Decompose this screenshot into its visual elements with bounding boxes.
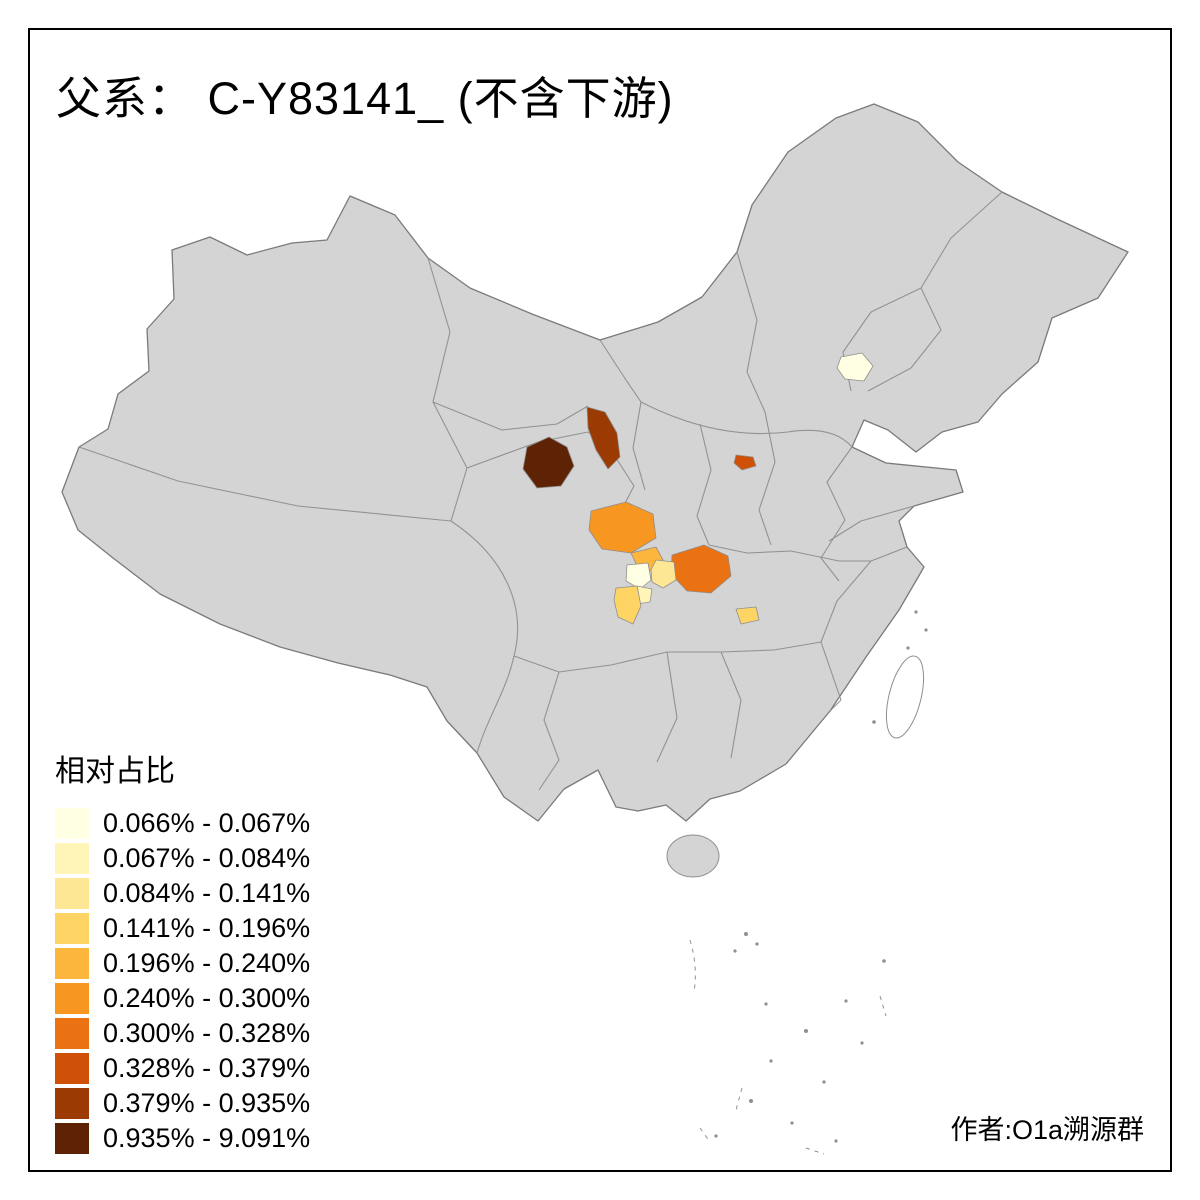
province-boundaries bbox=[78, 191, 1003, 791]
legend-range-label: 0.935% - 9.091% bbox=[103, 1123, 311, 1153]
legend-range-label: 0.196% - 0.240% bbox=[103, 948, 311, 978]
mainland-group bbox=[61, 103, 1129, 822]
legend-swatch bbox=[55, 843, 89, 874]
legend-range-label: 0.300% - 0.328% bbox=[103, 1018, 311, 1048]
legend-range-label: 0.379% - 0.935% bbox=[103, 1088, 311, 1118]
attribution-text: 作者:O1a溯源群 bbox=[950, 1115, 1144, 1145]
legend-item: 0.066% - 0.067% bbox=[55, 806, 310, 841]
legend-range-label: 0.141% - 0.196% bbox=[103, 913, 311, 943]
legend-range-label: 0.066% - 0.067% bbox=[103, 808, 311, 838]
legend-title: 相对占比 bbox=[55, 755, 175, 788]
legend-swatch bbox=[55, 1018, 89, 1049]
choropleth-region bbox=[588, 501, 657, 554]
taiwan-island bbox=[885, 655, 925, 739]
legend-range-label: 0.240% - 0.300% bbox=[103, 983, 311, 1013]
sea-dashes bbox=[689, 939, 887, 1155]
sea-islets bbox=[714, 610, 928, 1143]
legend-item: 0.141% - 0.196% bbox=[55, 911, 310, 946]
china-outline bbox=[61, 103, 1129, 822]
choropleth-region bbox=[613, 585, 642, 625]
legend-swatch bbox=[55, 1053, 89, 1084]
legend-item: 0.196% - 0.240% bbox=[55, 946, 310, 981]
legend-item: 0.328% - 0.379% bbox=[55, 1051, 310, 1086]
legend-item: 0.084% - 0.141% bbox=[55, 876, 310, 911]
choropleth-region bbox=[586, 406, 621, 470]
legend-item: 0.935% - 9.091% bbox=[55, 1121, 310, 1156]
legend-range-label: 0.328% - 0.379% bbox=[103, 1053, 311, 1083]
legend-item: 0.300% - 0.328% bbox=[55, 1016, 310, 1051]
islands-group bbox=[666, 655, 925, 878]
choropleth-regions bbox=[522, 352, 874, 625]
choropleth-region bbox=[625, 562, 652, 590]
legend-swatch bbox=[55, 1088, 89, 1119]
choropleth-region bbox=[735, 606, 760, 625]
choropleth-region bbox=[522, 436, 575, 489]
legend-swatch bbox=[55, 983, 89, 1014]
legend-item: 0.379% - 0.935% bbox=[55, 1086, 310, 1121]
legend-swatch bbox=[55, 948, 89, 979]
legend: 相对占比 0.066% - 0.067% 0.067% - 0.084% 0.0… bbox=[55, 746, 310, 1156]
legend-item: 0.240% - 0.300% bbox=[55, 981, 310, 1016]
legend-swatch bbox=[55, 808, 89, 839]
choropleth-region bbox=[836, 352, 874, 382]
choropleth-region bbox=[733, 454, 757, 471]
legend-range-label: 0.067% - 0.084% bbox=[103, 843, 311, 873]
legend-swatch bbox=[55, 1123, 89, 1154]
hainan-island bbox=[666, 834, 720, 878]
plot-title: 父系： C-Y83141_ (不含下游) bbox=[56, 73, 674, 124]
legend-item: 0.067% - 0.084% bbox=[55, 841, 310, 876]
choropleth-region bbox=[650, 559, 677, 589]
legend-range-label: 0.084% - 0.141% bbox=[103, 878, 311, 908]
legend-swatch bbox=[55, 878, 89, 909]
legend-swatch bbox=[55, 913, 89, 944]
